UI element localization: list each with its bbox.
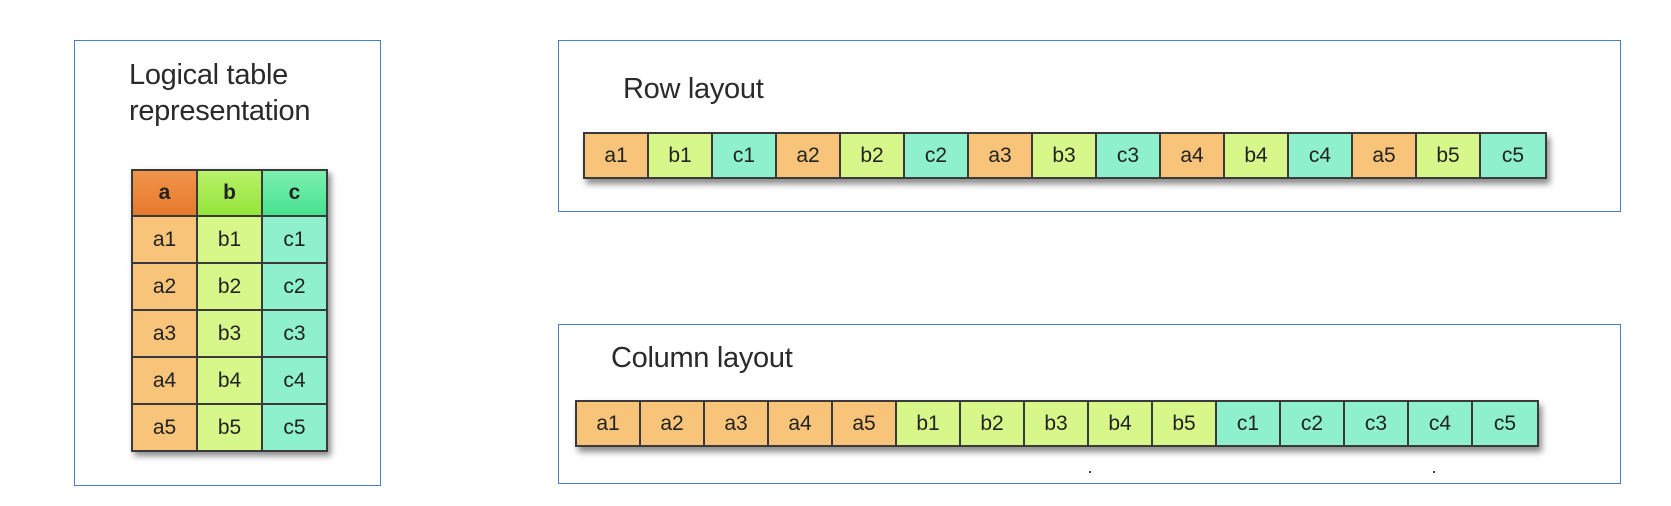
layout-cell-a3: a3 xyxy=(969,134,1033,177)
column-layout-panel: Column layout a1 a2 a3 a4 a5 b1 b2 b3 b4 b5 c1 c2 c3… xyxy=(558,324,1621,484)
table-cell: a3 xyxy=(131,309,198,358)
layout-cell-a3: a3 xyxy=(705,402,769,445)
layout-cell-c1: c1 xyxy=(1217,402,1281,445)
row-layout-panel: Row layout a1 b1 c1 a2 b2 c2 a3 b3 c3 a4 b4 c4 a5 b5 c… xyxy=(558,40,1621,212)
layout-cell-c2: c2 xyxy=(1281,402,1345,445)
table-cell: b5 xyxy=(196,403,263,452)
table-cell: c2 xyxy=(261,262,328,311)
layout-cell-b4: b4 xyxy=(1089,402,1153,445)
layout-cell-a1: a1 xyxy=(585,134,649,177)
column-layout-strip: a1 a2 a3 a4 a5 b1 b2 b3 b4 b5 c1 c2 c3 c4 c5 xyxy=(575,400,1539,447)
layout-cell-c3: c3 xyxy=(1345,402,1409,445)
stray-dot xyxy=(1433,471,1435,473)
layout-cell-a1: a1 xyxy=(577,402,641,445)
stray-dot xyxy=(1089,471,1091,473)
table-cell: c3 xyxy=(261,309,328,358)
layout-cell-b2: b2 xyxy=(961,402,1025,445)
layout-cell-c4: c4 xyxy=(1409,402,1473,445)
layout-cell-a2: a2 xyxy=(777,134,841,177)
layout-cell-c2: c2 xyxy=(905,134,969,177)
layout-cell-b1: b1 xyxy=(649,134,713,177)
layout-cell-b1: b1 xyxy=(897,402,961,445)
table-cell: b1 xyxy=(196,215,263,264)
table-cell: c1 xyxy=(261,215,328,264)
layout-cell-a2: a2 xyxy=(641,402,705,445)
layout-cell-c5: c5 xyxy=(1481,134,1545,177)
logical-table: a b c a1 b1 c1 a2 b2 c2 a3 b3 c3 a4 xyxy=(131,169,328,452)
row-layout-title: Row layout xyxy=(623,73,764,105)
layout-cell-b3: b3 xyxy=(1025,402,1089,445)
layout-cell-a4: a4 xyxy=(1161,134,1225,177)
layout-cell-c5: c5 xyxy=(1473,402,1537,445)
layout-cell-b5: b5 xyxy=(1153,402,1217,445)
table-row: a4 b4 c4 xyxy=(131,356,328,405)
table-row: a3 b3 c3 xyxy=(131,309,328,358)
column-header-c: c xyxy=(261,169,328,217)
table-row: a2 b2 c2 xyxy=(131,262,328,311)
table-header-row: a b c xyxy=(131,169,328,217)
table-cell: b2 xyxy=(196,262,263,311)
logical-table-title: Logical table representation xyxy=(129,59,311,127)
row-layout-strip: a1 b1 c1 a2 b2 c2 a3 b3 c3 a4 b4 c4 a5 b5 c5 xyxy=(583,132,1547,179)
column-layout-title: Column layout xyxy=(611,342,793,374)
table-cell: b4 xyxy=(196,356,263,405)
table-cell: a4 xyxy=(131,356,198,405)
layout-cell-c1: c1 xyxy=(713,134,777,177)
layout-cell-a4: a4 xyxy=(769,402,833,445)
layout-cell-c3: c3 xyxy=(1097,134,1161,177)
layout-cell-b3: b3 xyxy=(1033,134,1097,177)
table-cell: a2 xyxy=(131,262,198,311)
table-cell: b3 xyxy=(196,309,263,358)
layout-cell-b4: b4 xyxy=(1225,134,1289,177)
table-cell: a1 xyxy=(131,215,198,264)
layout-cell-c4: c4 xyxy=(1289,134,1353,177)
layout-cell-b5: b5 xyxy=(1417,134,1481,177)
layout-cell-b2: b2 xyxy=(841,134,905,177)
table-cell: a5 xyxy=(131,403,198,452)
column-header-a: a xyxy=(131,169,198,217)
layout-cell-a5: a5 xyxy=(1353,134,1417,177)
table-row: a1 b1 c1 xyxy=(131,215,328,264)
layout-cell-a5: a5 xyxy=(833,402,897,445)
table-cell: c5 xyxy=(261,403,328,452)
column-header-b: b xyxy=(196,169,263,217)
table-cell: c4 xyxy=(261,356,328,405)
table-row: a5 b5 c5 xyxy=(131,403,328,452)
logical-table-panel: Logical table representation a b c a1 b1… xyxy=(74,40,381,486)
